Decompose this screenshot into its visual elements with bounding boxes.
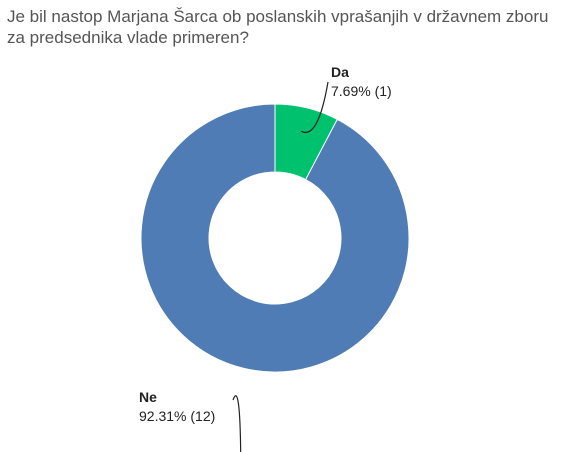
slices-group: [140, 103, 410, 373]
label-da-name: Da: [331, 64, 349, 80]
leader-line-da: [301, 81, 329, 134]
leader-line-ne: [232, 395, 242, 452]
label-ne-value: 92.31% (12): [139, 408, 215, 424]
label-da-value: 7.69% (1): [331, 83, 392, 99]
label-ne-name: Ne: [139, 389, 157, 405]
slice-ne[interactable]: [140, 103, 410, 373]
chart-title: Je bil nastop Marjana Šarca ob poslanski…: [7, 7, 549, 47]
